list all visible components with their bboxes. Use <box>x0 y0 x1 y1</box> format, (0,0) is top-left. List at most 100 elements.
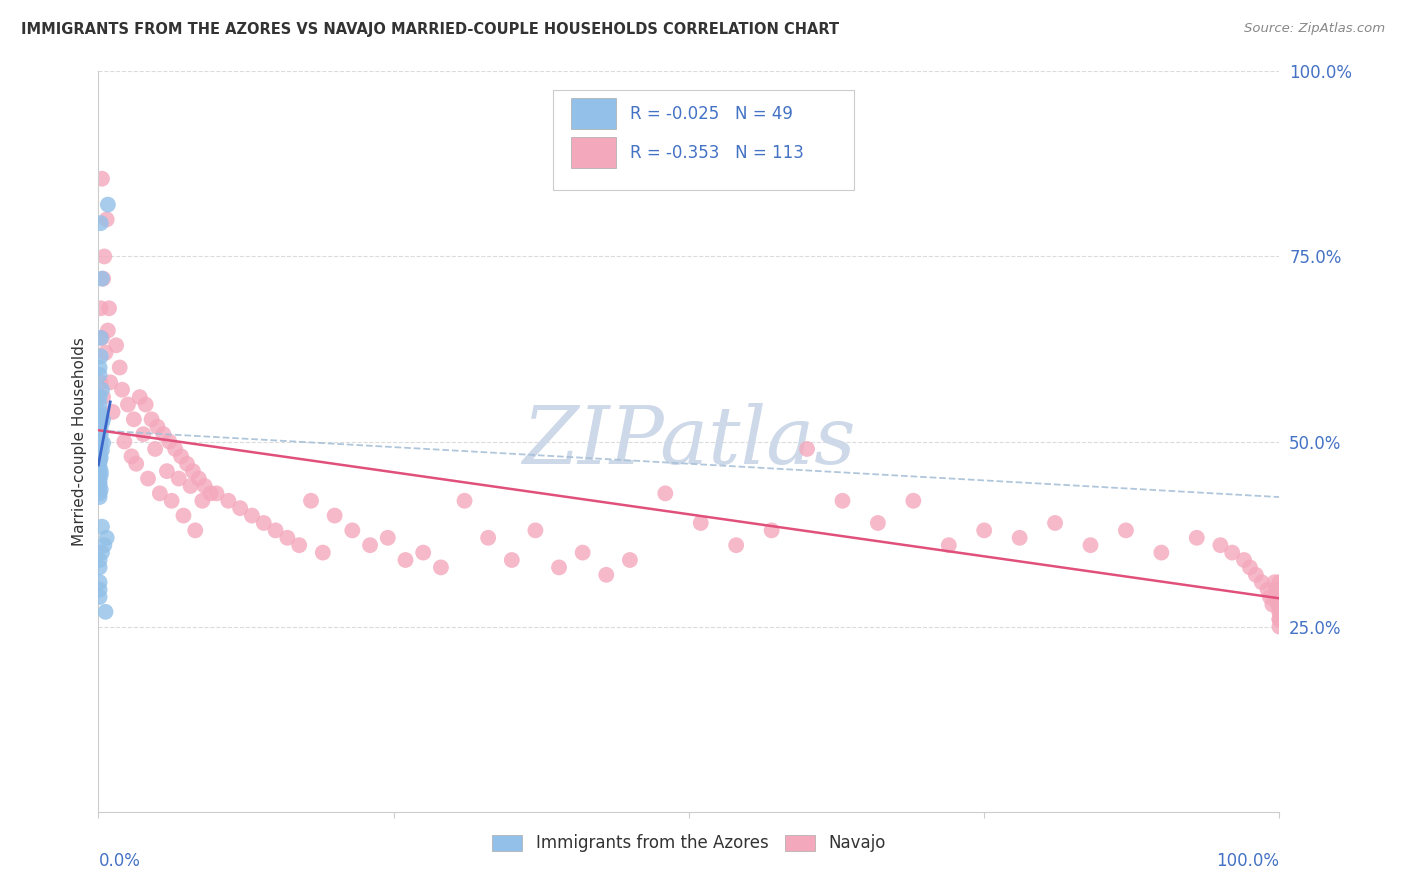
Point <box>89 398 111 412</box>
Point <box>1265 590 1288 604</box>
Point <box>89 419 111 434</box>
Point <box>191 493 214 508</box>
Point <box>90 409 112 423</box>
Point <box>90 427 112 442</box>
Point <box>689 516 711 530</box>
Point <box>91 383 114 397</box>
Point <box>253 516 276 530</box>
Bar <box>571 137 616 169</box>
Point <box>89 442 111 456</box>
Point <box>91 416 114 430</box>
Point <box>903 493 925 508</box>
Text: 0.0%: 0.0% <box>98 853 141 871</box>
Point <box>1268 612 1291 626</box>
Point <box>90 434 112 449</box>
Point <box>187 471 209 485</box>
Point <box>1115 524 1137 538</box>
Point <box>725 538 748 552</box>
Point <box>172 508 194 523</box>
Point <box>91 412 114 426</box>
Point <box>89 460 111 475</box>
Point <box>91 436 114 450</box>
Point <box>176 457 198 471</box>
Point <box>91 271 114 285</box>
Point <box>135 398 157 412</box>
Point <box>125 457 148 471</box>
Point <box>93 250 115 264</box>
Point <box>149 486 172 500</box>
Point <box>89 433 111 447</box>
Point <box>477 531 499 545</box>
Point <box>89 431 111 445</box>
Point <box>1080 538 1102 552</box>
Point <box>165 442 187 456</box>
Point <box>524 524 547 538</box>
Point <box>90 376 112 390</box>
Text: ZIPatlas: ZIPatlas <box>522 403 856 480</box>
Point <box>1257 582 1279 597</box>
Point <box>94 605 117 619</box>
Point <box>1209 538 1232 552</box>
Point <box>276 531 298 545</box>
Point <box>1268 582 1291 597</box>
Point <box>89 582 111 597</box>
Point <box>98 376 121 390</box>
Point <box>1267 598 1289 612</box>
Point <box>89 475 111 490</box>
Point <box>548 560 571 574</box>
Point <box>96 531 118 545</box>
Point <box>157 434 180 449</box>
Point <box>101 405 124 419</box>
Point <box>117 398 139 412</box>
Point <box>938 538 960 552</box>
Point <box>112 434 135 449</box>
Point <box>91 443 114 458</box>
Point <box>91 331 114 345</box>
Point <box>90 216 112 230</box>
Point <box>128 390 150 404</box>
Point <box>1268 612 1291 626</box>
Point <box>89 453 111 467</box>
Point <box>97 197 120 211</box>
Point <box>90 464 112 478</box>
Point <box>143 442 166 456</box>
Point <box>89 490 111 504</box>
Point <box>595 567 617 582</box>
FancyBboxPatch shape <box>553 90 855 190</box>
Point <box>93 538 115 552</box>
Point <box>831 493 853 508</box>
Point <box>108 360 131 375</box>
Point <box>394 553 416 567</box>
Point <box>412 546 434 560</box>
Point <box>90 483 112 497</box>
Point <box>654 486 676 500</box>
Point <box>200 486 222 500</box>
Point <box>89 368 111 382</box>
Legend: Immigrants from the Azores, Navajo: Immigrants from the Azores, Navajo <box>485 828 893 859</box>
Point <box>132 427 155 442</box>
Point <box>156 464 179 478</box>
Text: R = -0.353   N = 113: R = -0.353 N = 113 <box>630 144 804 161</box>
Point <box>89 590 111 604</box>
Point <box>122 412 145 426</box>
Point <box>89 450 111 464</box>
Point <box>89 360 111 375</box>
Point <box>194 479 217 493</box>
Point <box>288 538 311 552</box>
Point <box>619 553 641 567</box>
Point <box>136 471 159 485</box>
Point <box>96 212 118 227</box>
Point <box>90 331 112 345</box>
Point <box>377 531 399 545</box>
Point <box>91 519 114 533</box>
Point <box>90 424 112 438</box>
Point <box>90 350 112 364</box>
Point <box>141 412 163 426</box>
Point <box>1233 553 1256 567</box>
Point <box>89 575 111 590</box>
Point <box>359 538 381 552</box>
Point <box>1268 575 1291 590</box>
Point <box>205 486 228 500</box>
Point <box>1239 560 1261 574</box>
Point <box>1267 582 1289 597</box>
